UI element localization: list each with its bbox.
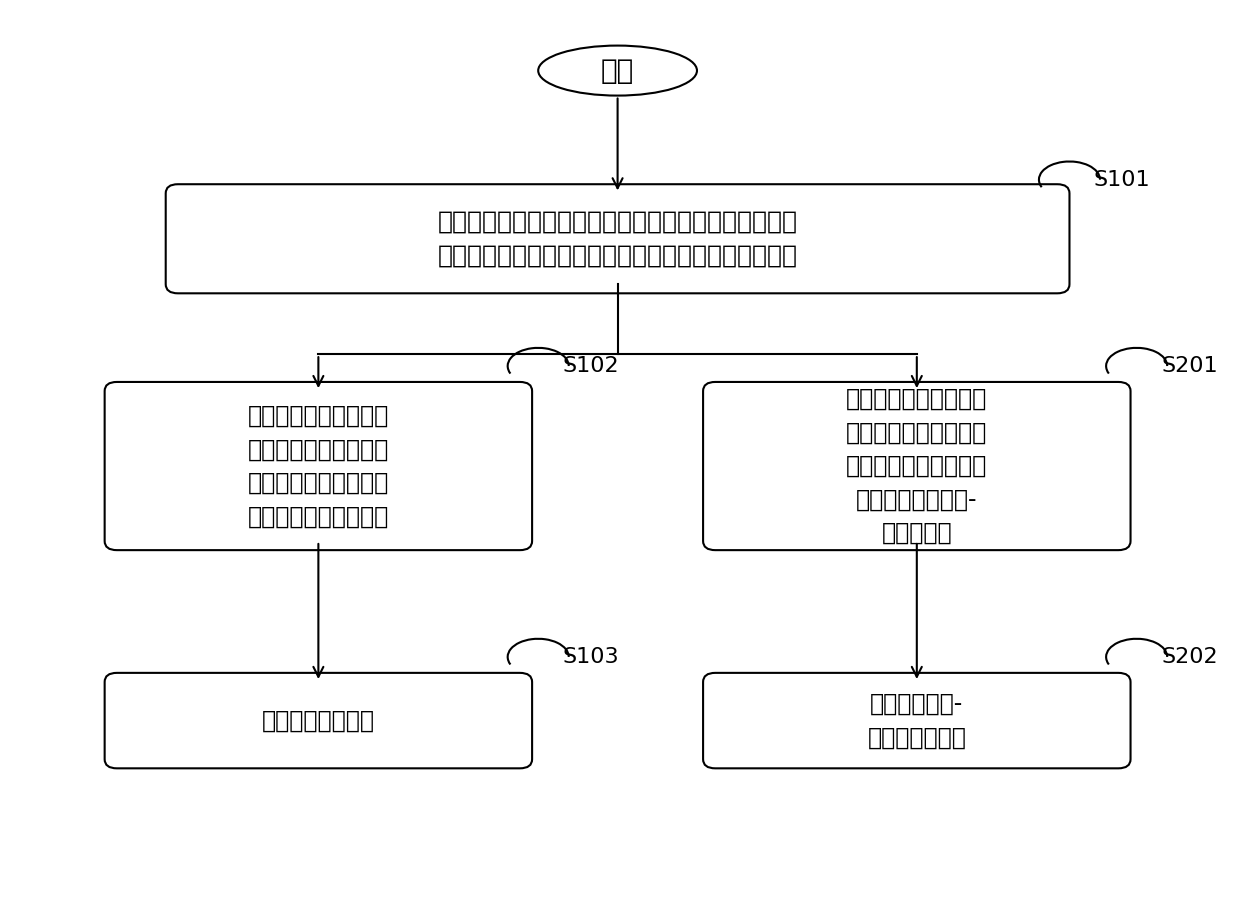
FancyBboxPatch shape [166,185,1069,294]
FancyBboxPatch shape [104,382,532,550]
Text: 对所述中间优先级的错
误日志消息以及与之对
应的用户信息进行统计
分析，以获取统计结果: 对所述中间优先级的错 误日志消息以及与之对 应的用户信息进行统计 分析，以获取统… [248,403,389,528]
Ellipse shape [538,45,698,96]
Text: S201: S201 [1161,356,1218,376]
Text: S102: S102 [563,356,620,376]
Text: S103: S103 [563,647,620,667]
Text: 输出所述主题-
关键词聚类结果: 输出所述主题- 关键词聚类结果 [867,692,966,749]
FancyBboxPatch shape [104,673,532,768]
Text: S101: S101 [1094,170,1151,189]
Text: 输出所述统计结果: 输出所述统计结果 [261,709,375,733]
Text: 开始: 开始 [601,56,634,85]
Text: 对所述中间优先级的错
误日志消息以及与之对
应的用户信息进行数据
挖掘，以获得主题-
关键词聚类: 对所述中间优先级的错 误日志消息以及与之对 应的用户信息进行数据 挖掘，以获得主… [846,387,987,545]
FancyBboxPatch shape [703,673,1130,768]
Text: S202: S202 [1161,647,1218,667]
FancyBboxPatch shape [703,382,1130,550]
Text: 从日志文件中获取具有除最高优先级和最低优先级之外
的中间优先级的错误日志消息以及与之对应的用户信息: 从日志文件中获取具有除最高优先级和最低优先级之外 的中间优先级的错误日志消息以及… [437,210,798,268]
